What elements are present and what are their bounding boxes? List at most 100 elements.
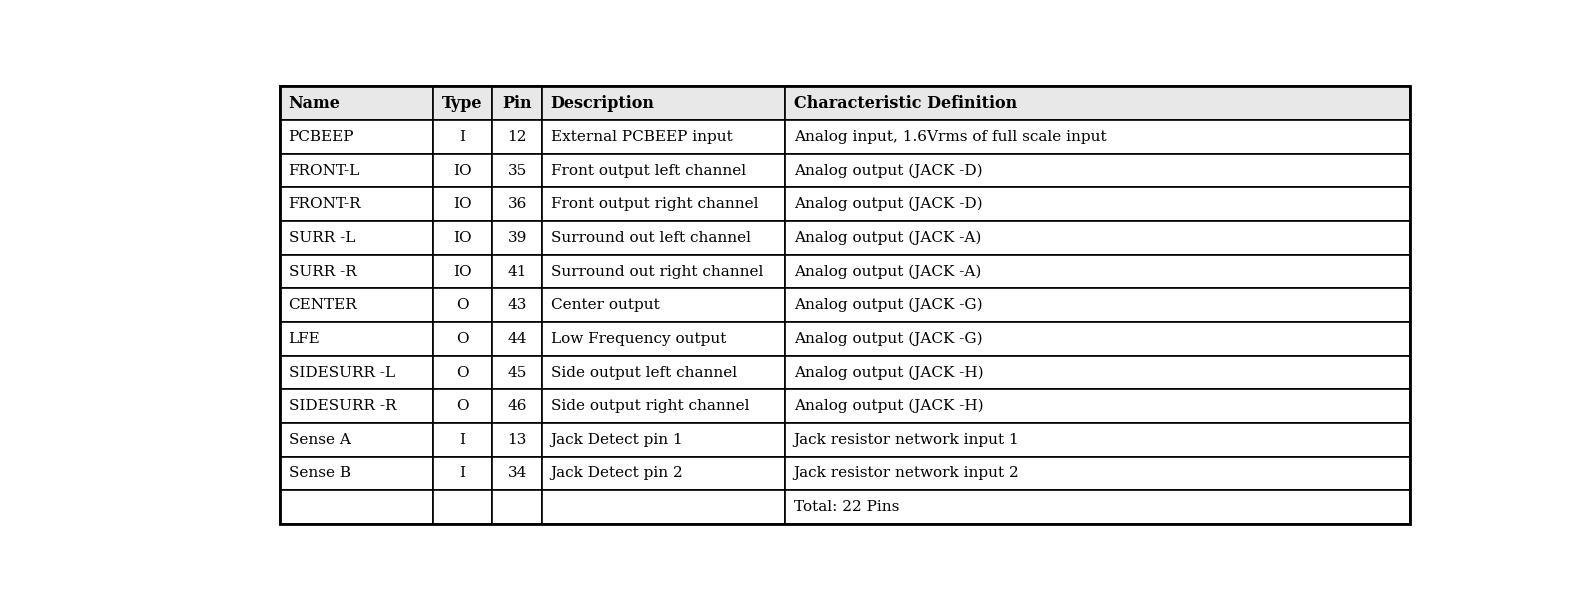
Bar <box>492 255 542 288</box>
Bar <box>542 154 785 187</box>
Bar <box>492 120 542 154</box>
Text: IO: IO <box>454 164 471 178</box>
Text: Pin: Pin <box>503 95 533 112</box>
Bar <box>432 356 492 389</box>
Text: 44: 44 <box>507 332 526 346</box>
Bar <box>785 490 1411 524</box>
Bar <box>432 389 492 423</box>
Text: 41: 41 <box>507 264 526 279</box>
Text: Front output left channel: Front output left channel <box>550 164 745 178</box>
Text: 13: 13 <box>507 433 526 447</box>
Bar <box>492 457 542 490</box>
Bar <box>281 187 432 221</box>
Text: Jack Detect pin 1: Jack Detect pin 1 <box>550 433 684 447</box>
Text: Analog output (JACK -H): Analog output (JACK -H) <box>794 365 983 380</box>
Bar <box>542 221 785 255</box>
Text: CENTER: CENTER <box>288 298 358 312</box>
Text: Surround out right channel: Surround out right channel <box>550 264 763 279</box>
Bar <box>492 87 542 120</box>
Text: 45: 45 <box>507 365 526 380</box>
Bar <box>542 490 785 524</box>
Text: I: I <box>460 130 465 144</box>
Text: Type: Type <box>443 95 482 112</box>
Bar <box>785 389 1411 423</box>
Bar <box>432 322 492 356</box>
Bar <box>492 154 542 187</box>
Bar <box>542 322 785 356</box>
Bar <box>542 356 785 389</box>
Bar <box>432 87 492 120</box>
Text: Analog output (JACK -A): Analog output (JACK -A) <box>794 231 980 245</box>
Text: SIDESURR -L: SIDESURR -L <box>288 365 394 380</box>
Text: IO: IO <box>454 231 471 245</box>
Bar <box>432 457 492 490</box>
Bar <box>542 120 785 154</box>
Bar <box>785 356 1411 389</box>
Bar <box>432 288 492 322</box>
Bar <box>432 255 492 288</box>
Text: O: O <box>455 365 468 380</box>
Bar <box>785 288 1411 322</box>
Bar <box>492 322 542 356</box>
Text: Analog input, 1.6Vrms of full scale input: Analog input, 1.6Vrms of full scale inpu… <box>794 130 1106 144</box>
Bar <box>281 221 432 255</box>
Bar <box>281 457 432 490</box>
Bar <box>432 490 492 524</box>
Bar <box>542 457 785 490</box>
Bar <box>542 255 785 288</box>
Text: Side output left channel: Side output left channel <box>550 365 738 380</box>
Text: Total: 22 Pins: Total: 22 Pins <box>794 500 898 514</box>
Text: Analog output (JACK -D): Analog output (JACK -D) <box>794 163 982 178</box>
Text: FRONT-L: FRONT-L <box>288 164 359 178</box>
Text: Analog output (JACK -G): Analog output (JACK -G) <box>794 298 982 312</box>
Text: Characteristic Definition: Characteristic Definition <box>794 95 1017 112</box>
Bar <box>492 356 542 389</box>
Text: Jack Detect pin 2: Jack Detect pin 2 <box>550 466 684 480</box>
Text: 35: 35 <box>507 164 526 178</box>
Bar <box>785 87 1411 120</box>
Text: SURR -R: SURR -R <box>288 264 356 279</box>
Text: PCBEEP: PCBEEP <box>288 130 355 144</box>
Text: 43: 43 <box>507 298 526 312</box>
Text: SIDESURR -R: SIDESURR -R <box>288 399 396 413</box>
Text: Center output: Center output <box>550 298 659 312</box>
Bar <box>785 187 1411 221</box>
Bar <box>785 154 1411 187</box>
Text: SURR -L: SURR -L <box>288 231 355 245</box>
Bar <box>542 187 785 221</box>
Text: O: O <box>455 399 468 413</box>
Bar <box>785 457 1411 490</box>
Text: IO: IO <box>454 264 471 279</box>
Text: External PCBEEP input: External PCBEEP input <box>550 130 733 144</box>
Bar <box>785 255 1411 288</box>
Bar <box>785 423 1411 457</box>
Text: Front output right channel: Front output right channel <box>550 197 758 211</box>
Bar <box>492 423 542 457</box>
Bar <box>281 87 432 120</box>
Bar <box>281 322 432 356</box>
Bar <box>492 490 542 524</box>
Text: Jack resistor network input 1: Jack resistor network input 1 <box>794 433 1020 447</box>
Text: 36: 36 <box>507 197 526 211</box>
Bar <box>542 87 785 120</box>
Bar <box>492 221 542 255</box>
Text: Low Frequency output: Low Frequency output <box>550 332 727 346</box>
Bar <box>492 288 542 322</box>
Bar <box>492 187 542 221</box>
Text: IO: IO <box>454 197 471 211</box>
Text: 12: 12 <box>507 130 526 144</box>
Text: 34: 34 <box>507 466 526 480</box>
Text: 39: 39 <box>507 231 526 245</box>
Text: FRONT-R: FRONT-R <box>288 197 361 211</box>
Text: I: I <box>460 433 465 447</box>
Bar <box>281 288 432 322</box>
Bar <box>432 120 492 154</box>
Bar <box>281 154 432 187</box>
Bar <box>432 423 492 457</box>
Bar <box>281 356 432 389</box>
Text: Name: Name <box>288 95 340 112</box>
Text: Side output right channel: Side output right channel <box>550 399 749 413</box>
Text: 46: 46 <box>507 399 526 413</box>
Bar <box>281 389 432 423</box>
Text: Description: Description <box>550 95 654 112</box>
